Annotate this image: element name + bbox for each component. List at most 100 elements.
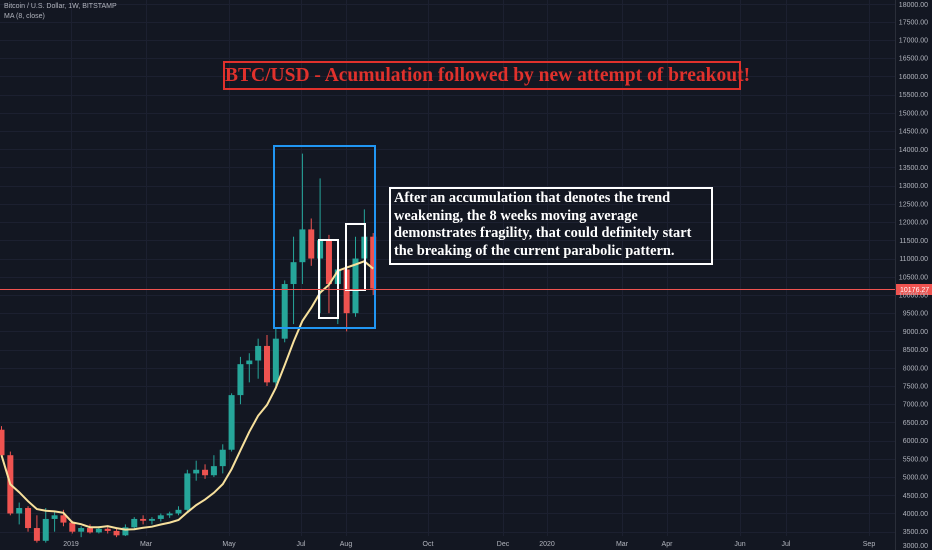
price-tick-label: 3000.00 bbox=[903, 543, 928, 550]
time-tick-label: Oct bbox=[423, 541, 434, 548]
price-axis[interactable]: 3000.00 3500.00 4000.00 4500.00 5000.00 5500.… bbox=[899, 2, 928, 550]
candle-body bbox=[272, 338, 279, 383]
price-tick-label: 12500.00 bbox=[899, 201, 928, 208]
time-tick-label: Apr bbox=[662, 541, 674, 548]
price-tick-label: 11000.00 bbox=[899, 256, 928, 263]
candle bbox=[255, 338, 262, 379]
candle-body bbox=[308, 229, 315, 259]
price-tick-label: 14500.00 bbox=[899, 129, 928, 136]
indicator-label[interactable]: MA (8, close) bbox=[4, 13, 45, 20]
time-tick-label: Aug bbox=[340, 541, 353, 548]
headline-annotation[interactable]: BTC/USD - Acumulation followed by new at… bbox=[223, 61, 750, 90]
candle bbox=[202, 464, 209, 479]
candle-body bbox=[193, 469, 200, 474]
price-tick-label: 6000.00 bbox=[903, 438, 928, 445]
candle-body bbox=[16, 508, 23, 514]
time-tick-label: Jun bbox=[734, 541, 745, 548]
candle bbox=[193, 460, 200, 481]
candle-body bbox=[219, 449, 226, 467]
time-tick-label: 2020 bbox=[539, 541, 555, 548]
current-price-label-bg bbox=[896, 284, 932, 295]
candle bbox=[299, 153, 306, 285]
candle-body bbox=[60, 515, 67, 523]
candle-body bbox=[343, 269, 350, 314]
time-tick-label: 2019 bbox=[63, 541, 79, 548]
comment-annotation[interactable]: After an accumulation that denotes the t… bbox=[389, 187, 713, 265]
candle-body bbox=[148, 518, 155, 521]
symbol-legend: Bitcoin / U.S. Dollar, 1W, BITSTAMP MA (… bbox=[4, 2, 117, 22]
candle-body bbox=[78, 528, 85, 532]
price-tick-label: 13000.00 bbox=[899, 183, 928, 190]
price-tick-label: 5000.00 bbox=[903, 475, 928, 482]
candle bbox=[264, 335, 270, 387]
candle-body bbox=[264, 345, 270, 383]
price-tick-label: 8000.00 bbox=[903, 365, 928, 372]
price-tick-label: 16000.00 bbox=[899, 74, 928, 81]
time-tick-label: Sep bbox=[863, 541, 876, 548]
accumulation-box-blue[interactable] bbox=[273, 145, 376, 329]
candle-body bbox=[131, 518, 138, 528]
candle-body bbox=[69, 522, 76, 532]
candle bbox=[113, 528, 120, 538]
candle-body bbox=[281, 284, 288, 339]
price-tick-label: 10500.00 bbox=[899, 274, 928, 281]
candle-body bbox=[104, 528, 111, 531]
comment-line: weakening, the 8 weeks moving average bbox=[394, 207, 638, 224]
price-tick-label: 8500.00 bbox=[903, 347, 928, 354]
price-tick-label: 17000.00 bbox=[899, 38, 928, 45]
candle-body bbox=[87, 528, 93, 533]
time-tick-label: Mar bbox=[140, 541, 153, 548]
candle bbox=[148, 517, 155, 525]
candle-body bbox=[51, 515, 58, 519]
moving-average-line bbox=[0, 260, 374, 531]
candle-body bbox=[33, 528, 40, 541]
candle bbox=[0, 426, 5, 456]
time-tick-label: Jul bbox=[782, 541, 791, 548]
annotation-rectangles bbox=[273, 145, 376, 329]
price-tick-label: 7000.00 bbox=[903, 402, 928, 409]
candle bbox=[33, 515, 40, 543]
price-tick-label: 15500.00 bbox=[899, 92, 928, 99]
price-tick-label: 7500.00 bbox=[903, 384, 928, 391]
price-tick-label: 6500.00 bbox=[903, 420, 928, 427]
candle bbox=[78, 526, 85, 538]
price-tick-label: 18000.00 bbox=[899, 2, 928, 9]
time-tick-label: Mar bbox=[616, 541, 629, 548]
candle bbox=[272, 327, 279, 387]
price-tick-label: 14000.00 bbox=[899, 147, 928, 154]
candle-body bbox=[246, 360, 253, 365]
price-tick-label: 11500.00 bbox=[899, 238, 928, 245]
candle-body bbox=[113, 530, 120, 536]
symbol-title[interactable]: Bitcoin / U.S. Dollar, 1W, BITSTAMP bbox=[4, 3, 117, 10]
candle-body bbox=[370, 236, 377, 289]
comment-line: the breaking of the current parabolic pa… bbox=[394, 242, 675, 259]
pattern-box-white-left[interactable] bbox=[318, 239, 339, 319]
candle bbox=[352, 236, 359, 317]
candle bbox=[228, 393, 235, 452]
price-tick-label: 9000.00 bbox=[903, 329, 928, 336]
price-tick-label: 13500.00 bbox=[899, 165, 928, 172]
candle bbox=[246, 353, 253, 383]
candle-body bbox=[299, 229, 306, 263]
candle-body bbox=[42, 518, 49, 541]
candle bbox=[317, 178, 324, 314]
candle-body bbox=[95, 528, 102, 533]
price-tick-label: 15000.00 bbox=[899, 110, 928, 117]
grid-lines bbox=[0, 0, 895, 536]
candle-body bbox=[122, 527, 129, 536]
current-price-label-text: 10176.27 bbox=[900, 287, 929, 294]
time-axis[interactable]: 2019 Mar May Jul Aug Oct Dec 2020 Mar Apr Jun Jul Se… bbox=[63, 541, 875, 548]
price-tick-label: 5500.00 bbox=[903, 456, 928, 463]
candle-body bbox=[352, 258, 359, 314]
candle-body bbox=[290, 262, 297, 285]
candle bbox=[308, 218, 315, 266]
candle bbox=[281, 280, 288, 343]
price-tick-label: 12000.00 bbox=[899, 220, 928, 227]
candle bbox=[237, 356, 244, 405]
time-tick-label: May bbox=[222, 541, 236, 548]
candle bbox=[16, 502, 23, 525]
candle bbox=[131, 517, 138, 530]
candle bbox=[25, 506, 32, 532]
candle-body bbox=[317, 240, 324, 259]
